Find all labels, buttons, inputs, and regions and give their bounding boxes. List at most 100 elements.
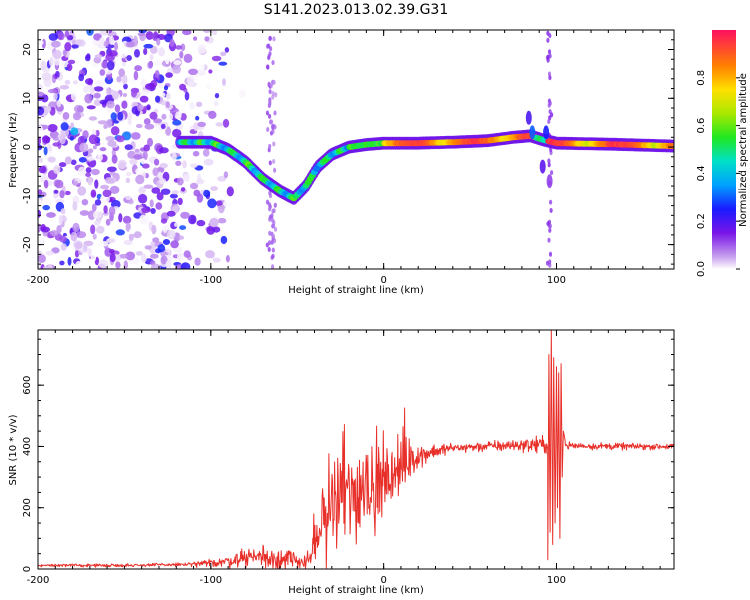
snr-panel: -200 -100 0 100 0 200 400 600 Height of straig… bbox=[8, 329, 675, 596]
spectrogram-cell bbox=[266, 64, 270, 70]
spectrogram-cell bbox=[267, 43, 271, 49]
spectrogram-cell bbox=[105, 218, 111, 226]
spectrogram-cell bbox=[114, 104, 121, 113]
spectrogram-cell bbox=[143, 144, 150, 152]
spectrogram-cell bbox=[179, 51, 184, 59]
spectrogram-cell bbox=[40, 60, 47, 71]
spectrogram-cell bbox=[161, 113, 167, 120]
spectrogram-cell bbox=[88, 134, 98, 145]
spectrogram-cell bbox=[133, 154, 142, 160]
spectrogram-cell bbox=[109, 253, 116, 263]
spectrogram-cell bbox=[158, 178, 167, 185]
spectrogram-cell bbox=[180, 187, 186, 192]
spectrogram-cell bbox=[273, 110, 277, 116]
spectrogram-cell bbox=[274, 92, 278, 98]
spectrogram-cell bbox=[265, 110, 270, 116]
spectrogram-cell bbox=[52, 142, 62, 147]
spectrogram-cell bbox=[107, 140, 117, 147]
spectrogram-cell bbox=[82, 85, 90, 93]
spectrogram-cell bbox=[125, 251, 136, 261]
spectrogram-cell bbox=[267, 55, 271, 61]
spectrogram-cell bbox=[203, 189, 211, 198]
spectrogram-cell bbox=[94, 199, 102, 206]
spectrogram-cell bbox=[91, 168, 100, 176]
spectrogram-cell bbox=[93, 92, 101, 99]
spectrogram-cell bbox=[267, 247, 271, 252]
spectrogram-cell bbox=[180, 113, 187, 121]
spectrogram-cell bbox=[129, 228, 136, 235]
spectrogram-cell bbox=[172, 119, 182, 126]
spectrogram-cell bbox=[223, 171, 229, 179]
spectrogram-cell bbox=[548, 259, 552, 265]
spectrogram-cell bbox=[92, 211, 103, 219]
spectrogram-cell bbox=[58, 214, 63, 225]
spectrogram-cell bbox=[273, 167, 277, 173]
spectrogram-cell bbox=[143, 184, 154, 189]
spectrogram-cell bbox=[72, 112, 82, 121]
spectrogram-cell bbox=[138, 193, 148, 204]
spectrogram-cell bbox=[94, 220, 101, 226]
spectrogram-cell bbox=[74, 39, 84, 47]
spectrogram-cell bbox=[173, 246, 183, 253]
spectrogram-cell bbox=[162, 224, 171, 231]
spectrogram-cell bbox=[95, 129, 100, 137]
spectrogram-cell bbox=[265, 199, 270, 205]
spectrogram-cell bbox=[47, 88, 58, 94]
spectrogram-cell bbox=[203, 30, 211, 33]
spectrogram-cell bbox=[55, 199, 65, 204]
spectrogram-cell bbox=[208, 110, 217, 119]
spectrogram-cell bbox=[84, 93, 93, 104]
spectrogram-cell bbox=[210, 186, 218, 191]
colorbar-tick-label: 0.6 bbox=[696, 118, 707, 134]
spectrogram-cell bbox=[124, 144, 133, 151]
spectrogram-cell bbox=[193, 122, 199, 132]
spectrogram-cell bbox=[76, 106, 84, 114]
spectrogram-cell bbox=[139, 95, 149, 103]
spectrogram-cell bbox=[150, 241, 156, 248]
spectrogram-cell bbox=[155, 202, 163, 210]
spectrogram-cell bbox=[38, 40, 44, 46]
spectrogram-cell bbox=[114, 41, 118, 52]
spectrogram-cell bbox=[38, 125, 44, 132]
spectrogram-blob bbox=[525, 110, 532, 125]
spectrogram-cell bbox=[196, 178, 205, 185]
spectrogram-cell bbox=[38, 136, 42, 145]
spectrogram-cell bbox=[149, 54, 154, 61]
spectrogram-blob bbox=[539, 159, 546, 174]
spectrogram-cell bbox=[224, 47, 230, 53]
spectrogram-cell bbox=[123, 239, 133, 246]
spectrogram-cell bbox=[91, 63, 101, 68]
spectrogram-y-axis-label: Frequency (Hz) bbox=[8, 112, 19, 188]
spectrogram-cell bbox=[226, 186, 234, 197]
spectrogram-cell bbox=[180, 211, 190, 219]
spectrogram-cell bbox=[108, 50, 118, 57]
spectrogram-cell bbox=[62, 112, 70, 120]
spectrogram-cell bbox=[110, 126, 120, 136]
spectrogram-cell bbox=[272, 36, 276, 42]
spectrogram-cell bbox=[93, 99, 102, 106]
spectrogram-cell bbox=[222, 118, 230, 128]
snr-y-tick-label: 0 bbox=[22, 566, 33, 572]
spectrogram-cell bbox=[128, 233, 134, 241]
spectrogram-cell bbox=[549, 199, 553, 205]
spectrogram-cell bbox=[58, 162, 67, 168]
spectrogram-cell bbox=[133, 231, 142, 239]
spectrogram-cell bbox=[188, 68, 199, 76]
spectrogram-cell bbox=[38, 106, 45, 116]
spectrogram-cell bbox=[118, 253, 129, 259]
spectrogram-cell bbox=[180, 262, 191, 269]
spectrogram-cell bbox=[166, 210, 176, 217]
spectrogram-cell bbox=[64, 190, 71, 196]
spectrogram-cell bbox=[215, 200, 223, 206]
spectrogram-cell bbox=[143, 48, 148, 55]
spectrogram-cell bbox=[94, 179, 99, 189]
figure-title: S141.2023.013.02.39.G31 bbox=[264, 2, 449, 18]
spectrogram-cell bbox=[98, 259, 109, 269]
spectrogram-cell bbox=[131, 132, 141, 140]
spectrogram-cell bbox=[106, 238, 116, 243]
spectrogram-cell bbox=[222, 78, 226, 86]
spectrogram-cell bbox=[150, 253, 159, 259]
spectrogram-cell bbox=[184, 91, 190, 101]
spectrogram-cell bbox=[272, 141, 276, 147]
spectrogram-cell bbox=[47, 124, 58, 132]
